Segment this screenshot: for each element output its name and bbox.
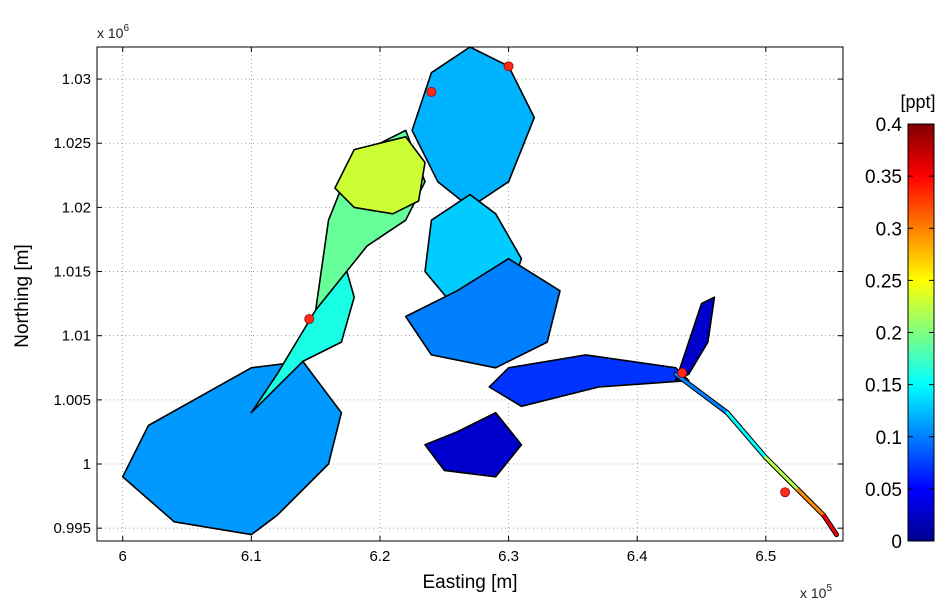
- salinity-region: [404, 257, 561, 369]
- salinity-field: [121, 47, 716, 536]
- x-tick-label: 6.3: [498, 548, 519, 565]
- y-tick-label: 1: [83, 456, 91, 473]
- salinity-region: [334, 136, 426, 215]
- river-channel: [673, 371, 840, 538]
- channel-segment: [796, 488, 826, 517]
- colorbar-tick-label: 0.4: [876, 115, 903, 136]
- salinity-region: [674, 296, 716, 382]
- x-tick-label: 6.2: [370, 548, 391, 565]
- colorbar-label: [ppt]: [900, 92, 935, 112]
- salinity-region: [424, 411, 523, 478]
- y-exponent-label: x 106: [97, 23, 129, 41]
- colorbar-tick-label: 0: [891, 532, 902, 553]
- colorbar-ticks: 0 0.05 0.1 0.15 0.2 0.25 0.3 0.35 0.4: [865, 115, 934, 553]
- colorbar-tick-label: 0.35: [865, 167, 902, 188]
- station-marker: [304, 314, 315, 324]
- colorbar-tick-label: 0.1: [876, 428, 902, 449]
- salinity-region: [121, 360, 343, 536]
- channel-segment: [764, 456, 800, 492]
- salinity-region: [411, 47, 536, 209]
- plot-frame: [96, 46, 844, 542]
- colorbar-tick-label: 0.3: [876, 219, 902, 240]
- y-axis-label: Northing [m]: [12, 244, 33, 347]
- stations: [304, 61, 791, 498]
- y-tick-label: 1.02: [62, 199, 91, 216]
- y-tick-label: 1.01: [62, 328, 91, 345]
- station-marker: [503, 61, 514, 72]
- y-tick-label: 1.03: [62, 71, 91, 88]
- x-exponent-label: x 105: [800, 583, 832, 601]
- station-marker: [426, 87, 437, 97]
- x-tick-label: 6: [119, 548, 127, 565]
- x-tick-label: 6.1: [241, 548, 262, 565]
- x-axis-label: Easting [m]: [422, 572, 517, 593]
- salinity-region: [488, 354, 690, 408]
- colorbar-tick-label: 0.25: [865, 271, 902, 292]
- colorbar-tick-label: 0.15: [865, 376, 902, 397]
- y-tick-label: 1.025: [53, 135, 91, 152]
- colorbar-tick-label: 0.2: [876, 324, 902, 345]
- channel-segment: [725, 411, 768, 460]
- channel-segment: [822, 513, 839, 537]
- axis-ticks: 6 6.1 6.2 6.3 6.4 6.5 0.995 1 1.005 1.01 1.015 1.02…: [53, 47, 843, 565]
- y-tick-label: 0.995: [53, 520, 91, 537]
- x-tick-label: 6.4: [627, 548, 648, 565]
- colorbar-tick-label: 0.05: [865, 480, 902, 501]
- y-tick-label: 1.005: [53, 392, 91, 409]
- x-tick-label: 6.5: [755, 548, 776, 565]
- y-tick-label: 1.015: [53, 264, 91, 281]
- channel-segment: [674, 372, 729, 415]
- station-marker: [677, 368, 688, 378]
- station-marker: [780, 487, 791, 498]
